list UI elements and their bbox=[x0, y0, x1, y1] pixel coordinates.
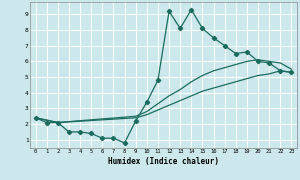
X-axis label: Humidex (Indice chaleur): Humidex (Indice chaleur) bbox=[108, 157, 219, 166]
